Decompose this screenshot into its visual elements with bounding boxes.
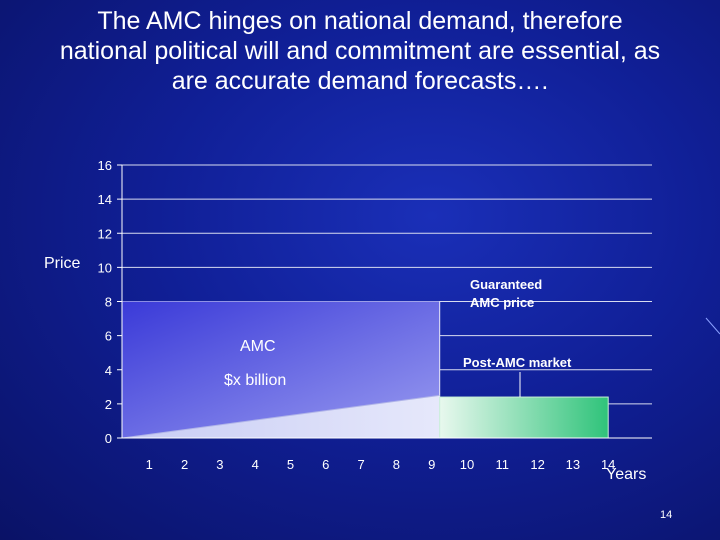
- y-tick-label: 12: [98, 226, 112, 241]
- x-tick-label: 9: [428, 457, 435, 472]
- y-tick-label: 6: [105, 329, 112, 344]
- y-tick-label: 0: [105, 431, 112, 446]
- price-line: [121, 394, 440, 439]
- x-tick-label: 7: [357, 457, 364, 472]
- x-tick-label: 5: [287, 457, 294, 472]
- y-tick-label: 4: [105, 363, 112, 378]
- decorative-line: [705, 317, 720, 335]
- slide-number: 14: [660, 509, 673, 521]
- guaranteed-label-line-1: Guaranteed: [470, 277, 542, 292]
- y-axis-label: Price: [44, 255, 81, 272]
- x-tick-label: 8: [393, 457, 400, 472]
- slide-title: The AMC hinges on national demand, there…: [10, 6, 710, 96]
- x-tick-label: 11: [496, 457, 510, 472]
- title-line-2: national political will and commitment a…: [59, 37, 661, 65]
- amc-region-label: AMC: [240, 338, 276, 355]
- post-amc-label: Post-AMC market: [463, 355, 572, 370]
- x-tick-label: 3: [216, 457, 223, 472]
- x-tick-label: 4: [252, 457, 259, 472]
- y-tick-label: 2: [105, 397, 112, 412]
- title-line-1: The AMC hinges on national demand, there…: [97, 7, 623, 35]
- x-tick-label: 2: [181, 457, 188, 472]
- y-tick-label: 14: [98, 192, 112, 207]
- x-axis-label: Years: [606, 466, 646, 483]
- y-tick-label: 10: [98, 260, 112, 275]
- title-line-3: are accurate demand forecasts….: [171, 67, 549, 95]
- x-tick-label: 1: [146, 457, 153, 472]
- guaranteed-label-line-2: AMC price: [470, 295, 534, 310]
- x-tick-label: 10: [460, 457, 474, 472]
- x-tick-label: 13: [566, 457, 580, 472]
- amc-value-label: $x billion: [224, 372, 286, 389]
- post-amc-region: [439, 396, 609, 439]
- y-tick-label: 16: [98, 158, 112, 173]
- x-tick-label: 6: [322, 457, 329, 472]
- x-tick-label: 12: [530, 457, 544, 472]
- x-tick-label: 14: [601, 457, 615, 472]
- y-tick-label: 8: [105, 295, 112, 310]
